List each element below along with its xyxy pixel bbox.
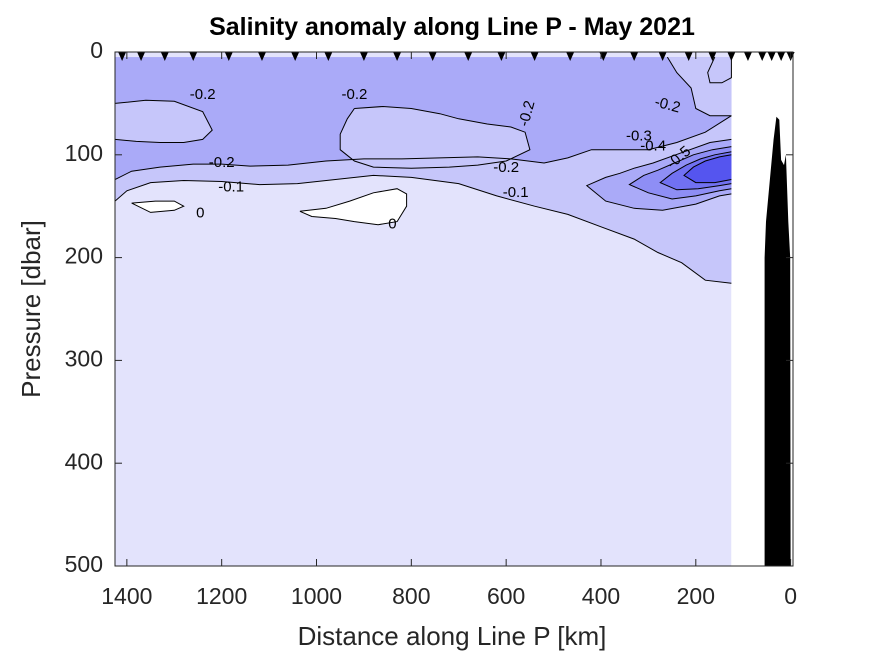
station-marker-6 — [291, 52, 300, 61]
contour-line-4 — [707, 56, 732, 84]
station-marker-4 — [224, 52, 233, 61]
station-marker-0 — [118, 52, 127, 61]
y-tick-label-5: 500 — [65, 551, 103, 577]
contour-label-0: -0.2 — [190, 86, 216, 103]
station-marker-9 — [393, 52, 402, 61]
station-marker-13 — [530, 52, 539, 61]
contour-label-3: -0.2 — [653, 93, 682, 116]
station-marker-23 — [767, 52, 776, 61]
contour-label-8: -0.1 — [218, 179, 244, 196]
station-marker-18 — [684, 52, 693, 61]
x-tick-label-3: 800 — [392, 583, 430, 609]
station-marker-14 — [566, 52, 575, 61]
chart-title: Salinity anomaly along Line P - May 2021 — [209, 13, 695, 41]
x-tick-label-1: 1200 — [196, 583, 247, 609]
contour-label-12: 0 — [388, 216, 396, 233]
contour-label-2: -0.2 — [515, 99, 538, 128]
station-marker-5 — [257, 52, 266, 61]
y-tick-label-4: 400 — [65, 448, 103, 474]
contour-label-9: 0 — [196, 204, 204, 221]
contour-line-9 — [683, 154, 732, 184]
station-marker-19 — [708, 52, 717, 61]
contour-label-7: -0.2 — [209, 154, 235, 171]
contour-fill-5 — [684, 154, 732, 183]
contour-fill-11 — [299, 188, 407, 225]
contour-label-5: -0.4 — [640, 138, 666, 155]
contour-line-1 — [115, 115, 732, 180]
bathymetry-layer — [764, 116, 791, 566]
station-marker-10 — [428, 52, 437, 61]
y-axis-label: Pressure [dbar] — [16, 220, 46, 398]
station-marker-2 — [160, 52, 169, 61]
contour-line-10 — [131, 200, 185, 213]
contour-line-2 — [115, 99, 213, 143]
contour-line-8 — [659, 151, 732, 191]
contour-label-1: -0.2 — [342, 86, 368, 103]
x-tick-label-6: 200 — [677, 583, 715, 609]
station-marker-3 — [189, 52, 198, 61]
y-tick-label-3: 300 — [65, 345, 103, 371]
station-marker-21 — [743, 52, 752, 61]
contour-line-5 — [666, 56, 732, 117]
contour-label-10: -0.2 — [493, 159, 519, 176]
x-tick-label-4: 600 — [487, 583, 525, 609]
x-axis-label: Distance along Line P [km] — [298, 621, 607, 651]
x-tick-label-5: 400 — [582, 583, 620, 609]
station-marker-17 — [658, 52, 667, 61]
contour-fill-10 — [131, 201, 184, 213]
contour-line-6 — [585, 138, 732, 211]
contour-line-7 — [628, 146, 732, 200]
x-tick-label-0: 1400 — [101, 583, 152, 609]
station-marker-24 — [777, 52, 786, 61]
x-tick-label-7: 0 — [784, 583, 797, 609]
contour-fill-6 — [115, 100, 213, 143]
station-marker-1 — [137, 52, 146, 61]
contour-label-4: -0.3 — [626, 127, 652, 144]
axes: 1400 1200 1000 800 600 400 200 0 0 100 200 300 400 50… — [65, 37, 797, 609]
contour-line-0 — [115, 174, 732, 284]
y-tick-label-2: 200 — [65, 243, 103, 269]
station-marker-layer — [118, 52, 795, 61]
station-marker-11 — [464, 52, 473, 61]
contour-label-11: -0.1 — [503, 184, 529, 201]
contour-line-layer — [115, 56, 732, 284]
contour-line-3 — [339, 105, 531, 169]
station-marker-20 — [727, 52, 736, 61]
contour-fill-layer — [115, 52, 793, 566]
axes-box — [114, 51, 794, 567]
station-marker-7 — [324, 52, 333, 61]
plot-area: -0.2 -0.2-0.2 -0.2-0.3-0.4-0.5-0.2-0.10-0.… — [115, 52, 795, 566]
y-tick-label-0: 0 — [90, 37, 103, 63]
y-tick-label-1: 100 — [65, 140, 103, 166]
contour-fill-9 — [667, 57, 732, 116]
x-tick-label-2: 1000 — [291, 583, 342, 609]
station-marker-8 — [359, 52, 368, 61]
bathymetry-shape — [764, 116, 791, 566]
contour-line-11 — [299, 188, 408, 226]
station-marker-12 — [497, 52, 506, 61]
contour-fill-7 — [340, 106, 530, 169]
station-marker-22 — [758, 52, 767, 61]
station-marker-16 — [630, 52, 639, 61]
